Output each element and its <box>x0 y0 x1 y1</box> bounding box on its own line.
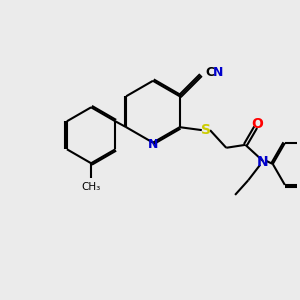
Text: N: N <box>213 66 224 79</box>
Text: C: C <box>205 66 214 79</box>
Text: S: S <box>201 123 211 137</box>
Text: N: N <box>148 138 158 151</box>
Text: N: N <box>257 154 269 169</box>
Text: O: O <box>251 117 263 130</box>
Text: CH₃: CH₃ <box>82 182 101 192</box>
